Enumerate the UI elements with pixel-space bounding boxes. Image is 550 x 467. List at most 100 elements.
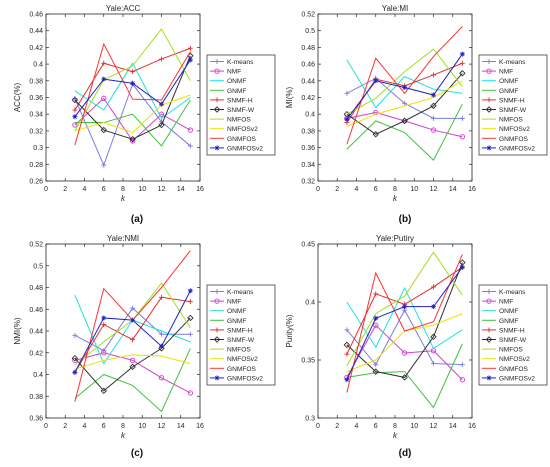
series-marker xyxy=(401,350,408,356)
series-marker xyxy=(430,333,437,341)
series-marker xyxy=(431,360,436,366)
y-tick-label: 0.42 xyxy=(29,45,43,52)
series-line xyxy=(74,354,191,370)
legend-label: NMF xyxy=(499,69,513,76)
series-line xyxy=(74,348,191,413)
series-marker xyxy=(431,304,436,310)
y-tick-label: 0.38 xyxy=(29,78,43,85)
series-line xyxy=(346,80,463,128)
y-tick-label: 0.35 xyxy=(301,358,315,365)
series-marker xyxy=(130,80,136,86)
series-gnmf xyxy=(74,348,191,413)
series-marker xyxy=(344,116,350,122)
series-marker xyxy=(129,357,136,364)
panel-label: (c) xyxy=(131,448,143,459)
series-line xyxy=(346,59,463,109)
series-marker xyxy=(187,299,193,305)
series-marker xyxy=(187,314,194,322)
y-axis-label: NMI(%) xyxy=(13,317,22,344)
series-marker xyxy=(486,97,492,103)
series-marker xyxy=(187,143,193,149)
series-marker xyxy=(101,95,107,101)
series-nmfosv2 xyxy=(74,354,191,370)
y-tick-label: 0.45 xyxy=(301,242,315,249)
series-marker xyxy=(459,134,466,140)
series-marker xyxy=(214,327,220,333)
series-marker xyxy=(486,289,492,294)
y-tick-label: 0.52 xyxy=(301,12,315,19)
series-line xyxy=(346,343,463,409)
series-line xyxy=(74,317,191,392)
series-marker xyxy=(101,162,107,168)
legend-label: GNMF xyxy=(227,88,246,95)
series-line xyxy=(346,26,463,145)
x-tick-label: 12 xyxy=(158,186,166,193)
y-axis-label: ACC(%) xyxy=(13,83,22,113)
series-marker xyxy=(373,291,379,297)
x-tick-label: 4 xyxy=(355,186,359,193)
plot-area xyxy=(45,13,201,182)
x-tick-label: 8 xyxy=(121,423,125,430)
series-marker xyxy=(486,59,492,64)
x-tick-label: 16 xyxy=(196,186,204,193)
series-nmfosv2 xyxy=(74,94,191,134)
legend-label: NMFOS xyxy=(227,117,251,124)
y-tick-label: 0.4 xyxy=(33,62,43,69)
series-marker xyxy=(486,375,492,381)
series-line xyxy=(74,99,191,147)
series-marker xyxy=(100,126,107,134)
x-tick-label: 14 xyxy=(449,423,457,430)
y-tick-label: 0.52 xyxy=(29,242,43,249)
legend-label: GNMFOSv2 xyxy=(227,145,263,152)
y-tick-label: 0.46 xyxy=(29,307,43,314)
x-tick-label: 6 xyxy=(102,423,106,430)
series-marker xyxy=(72,107,78,113)
x-tick-label: 14 xyxy=(177,423,185,430)
series-marker xyxy=(373,362,379,368)
y-axis-label: MI(%) xyxy=(285,87,294,109)
series-marker xyxy=(101,76,107,82)
legend-label: SNMF-W xyxy=(227,337,255,344)
legend-label: GNMFOS xyxy=(499,136,529,143)
series-nmfos xyxy=(74,28,191,132)
series-marker xyxy=(344,327,350,333)
series-marker xyxy=(214,298,220,304)
legend-label: GNMF xyxy=(499,88,518,95)
legend-label: K-means xyxy=(499,289,526,296)
x-tick-label: 16 xyxy=(468,186,476,193)
series-marker xyxy=(459,70,466,77)
series-marker xyxy=(130,305,136,311)
series-marker xyxy=(344,90,350,96)
legend-label: GNMFOS xyxy=(227,136,257,143)
legend-label: GNMF xyxy=(499,318,518,325)
series-marker xyxy=(486,298,492,304)
series-marker xyxy=(159,56,164,62)
series-marker xyxy=(214,375,220,381)
series-marker xyxy=(158,375,165,381)
series-marker xyxy=(430,127,437,133)
series-marker xyxy=(130,317,136,323)
x-tick-label: 6 xyxy=(374,423,378,430)
series-marker xyxy=(100,387,107,395)
series-line xyxy=(346,324,463,381)
legend: K-means NMF ONMF GNMF SNMF-H SNMF-W NMFOS NMFOS… xyxy=(478,284,548,386)
series-marker xyxy=(187,57,193,63)
y-tick-label: 0.38 xyxy=(29,394,43,401)
series-marker xyxy=(72,114,78,120)
y-tick-label: 0.38 xyxy=(301,128,315,135)
series-marker xyxy=(372,368,379,375)
series-marker xyxy=(373,315,379,321)
series-marker xyxy=(101,315,107,321)
series-marker xyxy=(430,102,437,110)
series-marker xyxy=(344,377,350,383)
series-line xyxy=(346,251,463,367)
legend-label: NMFOSv2 xyxy=(499,356,530,363)
x-tick-label: 12 xyxy=(430,186,438,193)
legend: K-means NMF ONMF GNMF SNMF-H SNMF-W NMFOS NMFOS… xyxy=(206,284,276,386)
legend-label: ONMF xyxy=(227,308,246,315)
legend-label: GNMF xyxy=(227,318,246,325)
x-tick-label: 14 xyxy=(449,186,457,193)
x-tick-label: 6 xyxy=(102,186,106,193)
